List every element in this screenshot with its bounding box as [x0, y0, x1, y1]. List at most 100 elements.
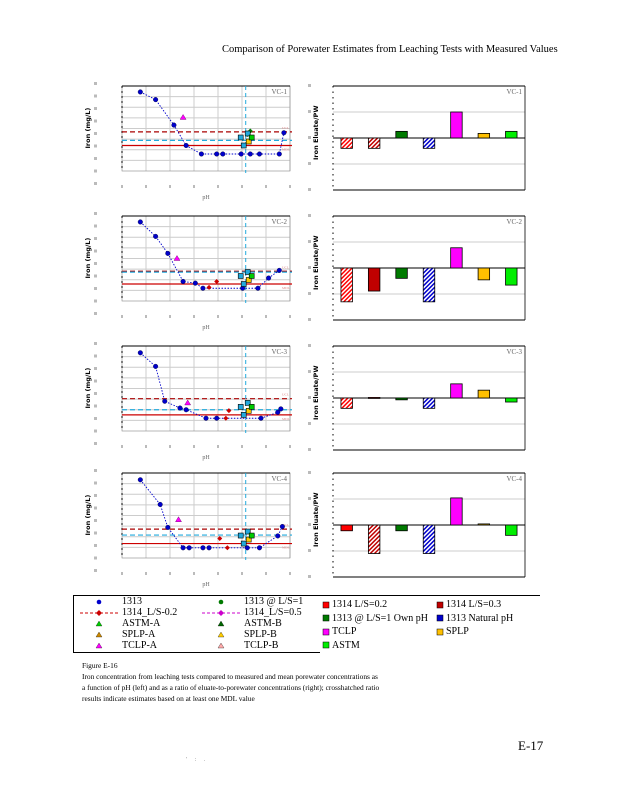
- legend-marker-icon: [218, 599, 224, 604]
- natural-ph-cluster-marker: [240, 142, 247, 149]
- x-tick-label: [217, 315, 219, 318]
- x-tick-label: [217, 185, 219, 188]
- x-tick-label: [289, 315, 291, 318]
- ratio-chart-vc-2: Iron Eluate/PW VC-2: [305, 208, 527, 333]
- panel-title: VC-1: [271, 88, 287, 96]
- natural-ph-cluster-marker: [244, 269, 251, 275]
- data-point-1313: [255, 285, 261, 291]
- bar-1314-l-s-0-3: [367, 137, 381, 149]
- data-point-1313: [244, 545, 250, 551]
- y-tick-label: [94, 429, 97, 433]
- data-point-1313: [180, 278, 186, 284]
- data-point-tclp-a: [179, 114, 187, 120]
- y-tick-label: [94, 531, 97, 535]
- legend-marker-icon: [80, 609, 118, 616]
- ucl-label: UCL: [282, 265, 289, 269]
- data-point-1313: [276, 151, 282, 157]
- bar-1314-l-s-0-2: [340, 397, 353, 409]
- x-tick-label: [169, 572, 171, 575]
- natural-ph-cluster-marker: [237, 532, 244, 539]
- legend-marker-icon: [217, 642, 225, 648]
- y-tick-label: [94, 157, 97, 160]
- mdl-label: MDL: [282, 148, 290, 152]
- y-axis-label: Iron (mg/L): [84, 108, 92, 149]
- natural-ph-cluster-marker: [244, 130, 251, 137]
- legend-marker-icon: [322, 614, 330, 622]
- bar-tclp: [450, 497, 463, 526]
- y-tick-label: [94, 506, 97, 510]
- y-tick-label: [94, 144, 97, 148]
- x-tick-label: [289, 572, 291, 575]
- legend-item: 1313 Natural pH: [436, 613, 513, 624]
- data-point-1313: [275, 533, 281, 539]
- natural-ph-cluster-marker: [248, 404, 255, 410]
- x-tick-label: [169, 315, 171, 318]
- x-tick-label: [241, 185, 243, 188]
- data-point-1313: [177, 405, 183, 411]
- data-point-1313: [278, 406, 284, 412]
- legend-item: SPLP: [436, 626, 469, 637]
- data-point-1313: [137, 477, 143, 483]
- bar-1313-l-s-1-own-ph: [395, 397, 408, 401]
- y-tick-label: [308, 84, 311, 87]
- data-point-1313: [183, 142, 189, 148]
- y-tick-label: [94, 556, 97, 560]
- x-tick-label: [265, 445, 267, 448]
- bar-tclp: [450, 247, 463, 269]
- y-tick-label: [94, 392, 97, 395]
- bar-astm: [505, 267, 518, 286]
- x-tick-label: [145, 315, 147, 318]
- y-tick-label: [308, 162, 311, 165]
- data-point-1313: [203, 415, 209, 421]
- natural-ph-cluster-marker: [245, 138, 252, 145]
- y-tick-label: [308, 110, 311, 113]
- data-point-1313: [276, 267, 282, 273]
- ph-chart-vc-1: pH Iron (mg/L) UCL MDL VC-1: [78, 78, 298, 203]
- data-point-1313: [180, 545, 186, 551]
- legend-item: 1313: [78, 596, 142, 607]
- x-tick-label: [121, 572, 123, 575]
- bar-1313-l-s-1-own-ph: [395, 267, 408, 279]
- panel-title: VC-4: [271, 475, 287, 483]
- legend-marker-icon: [322, 601, 330, 608]
- legend-item: ASTM-B: [200, 618, 282, 629]
- caption-title: Figure E-16: [82, 661, 118, 670]
- x-axis-label: pH: [202, 195, 210, 201]
- data-point-1313: [137, 89, 143, 95]
- legend-marker-icon: [322, 628, 330, 635]
- natural-ph-cluster-marker: [245, 277, 252, 283]
- natural-ph-cluster-marker: [244, 400, 251, 406]
- legend-label: TCLP-B: [244, 640, 279, 651]
- bar-1313-l-s-1-own-ph: [395, 524, 408, 532]
- bar-1313-natural-ph: [422, 397, 436, 409]
- y-tick-label: [308, 575, 311, 578]
- series-line-1313: [140, 352, 282, 419]
- y-tick-label: [308, 292, 311, 295]
- y-tick-label: [94, 379, 97, 383]
- ratio-chart-vc-1: Iron Eluate/PW VC-1: [305, 78, 527, 203]
- natural-ph-cluster-marker: [237, 273, 244, 279]
- x-tick-label: [193, 572, 195, 575]
- legend-marker-icon: [217, 631, 225, 637]
- y-tick-label: [308, 370, 311, 373]
- y-tick-label: [94, 262, 97, 265]
- data-point-1313: [153, 97, 159, 103]
- panel-title: VC-1: [506, 88, 522, 96]
- legend-marker-icon: [95, 631, 103, 637]
- x-tick-label: [241, 445, 243, 448]
- data-point-tclp-a: [173, 255, 181, 261]
- legend-marker-icon: [217, 620, 225, 626]
- legend-label: 1314 L/S=0.3: [446, 599, 502, 610]
- y-tick-label: [308, 188, 311, 191]
- y-axis-label: Iron Eluate/PW: [312, 366, 320, 421]
- natural-ph-cluster-marker: [240, 412, 247, 418]
- y-tick-label: [94, 182, 97, 185]
- data-point-1313: [206, 545, 212, 551]
- y-tick-label: [94, 274, 97, 278]
- ph-chart-vc-4: pH Iron (mg/L) UCL MDL VC-4: [78, 465, 298, 590]
- data-point-1313: [165, 524, 171, 530]
- x-tick-label: [121, 185, 123, 188]
- data-point-1313: [171, 122, 177, 128]
- x-tick-label: [121, 315, 123, 318]
- y-tick-label: [94, 442, 97, 445]
